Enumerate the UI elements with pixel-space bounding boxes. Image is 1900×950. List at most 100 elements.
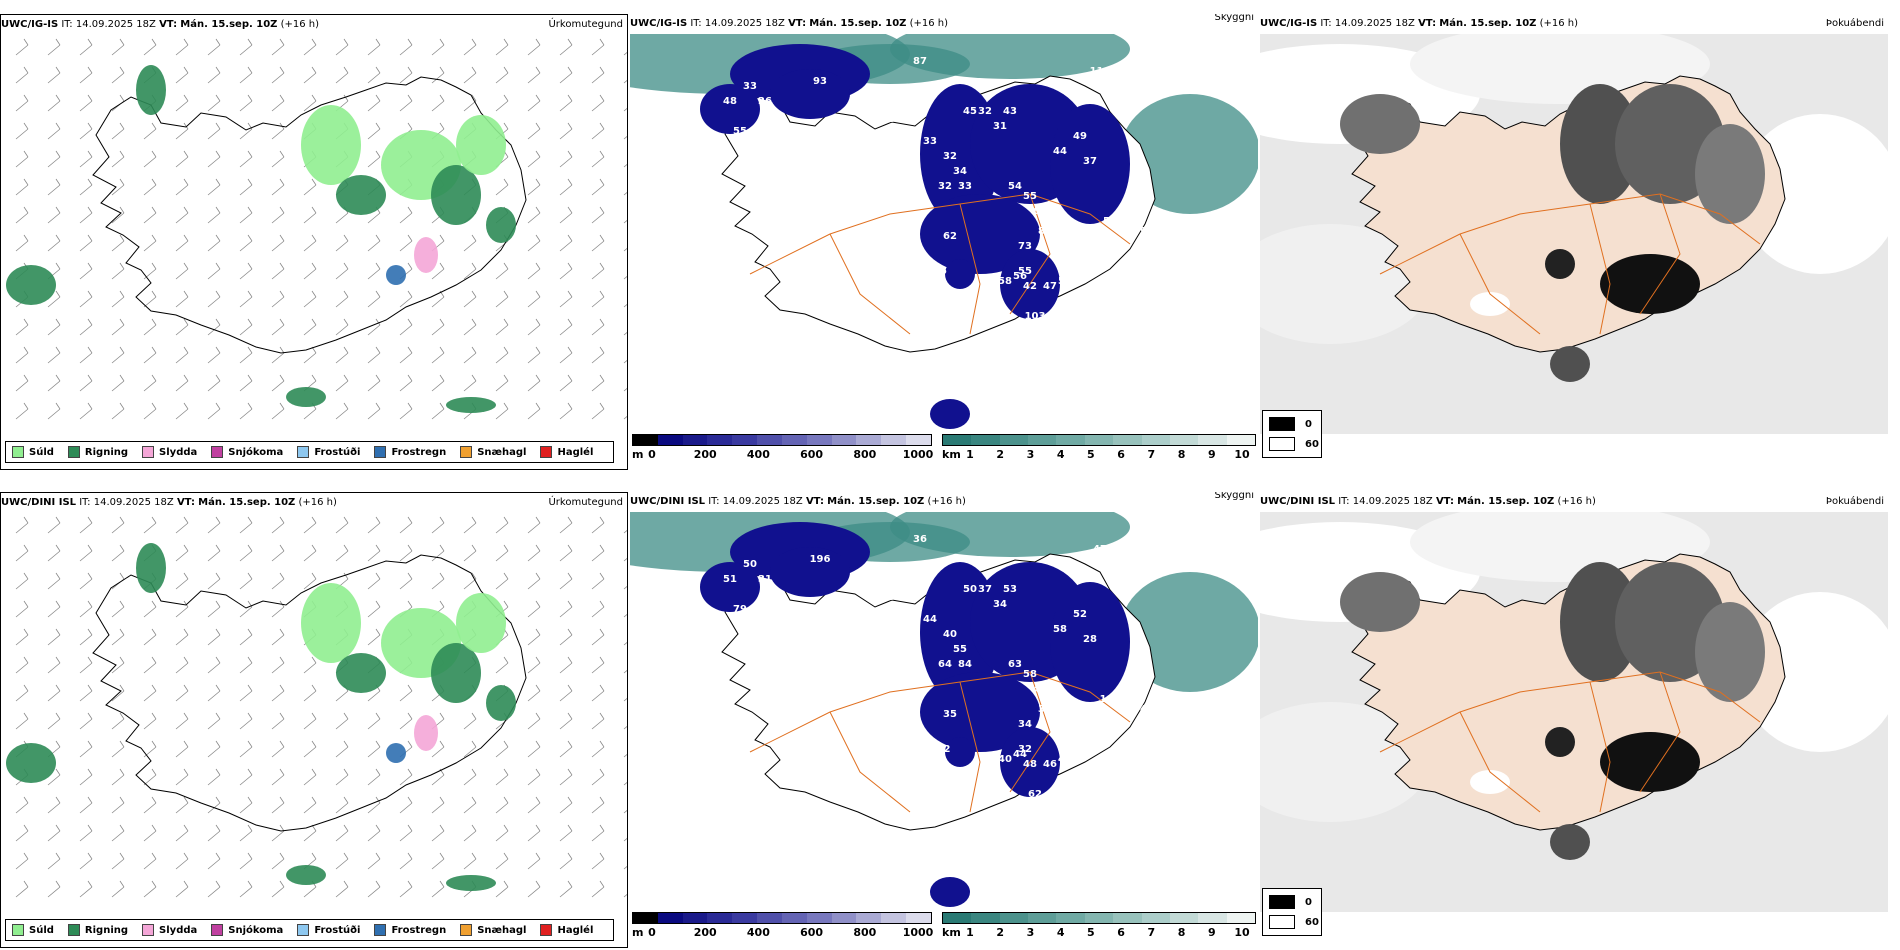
wind-barb	[15, 600, 29, 618]
wind-barb	[239, 880, 253, 898]
legend-item: Rigning	[67, 446, 128, 458]
wind-barb	[367, 402, 381, 420]
precip-areas	[6, 65, 516, 413]
fog-panel-row2: UWC/DINI ISL IT: 14.09.2025 18Z VT: Mán.…	[1260, 492, 1888, 948]
colorbar-tick: 400	[746, 448, 770, 461]
wind-barb	[47, 94, 61, 112]
precip-area	[136, 65, 166, 115]
precip-map	[6, 516, 627, 898]
wind-barb	[463, 38, 477, 56]
wind-barb	[463, 740, 477, 758]
ceiling-label: 47	[1093, 544, 1107, 555]
wind-barb	[527, 38, 541, 56]
precip-area	[446, 397, 496, 413]
wind-barb	[591, 572, 605, 590]
wind-barb	[175, 66, 189, 84]
wind-barb	[207, 206, 221, 224]
wind-barb	[431, 402, 445, 420]
fog-legend: 0 60	[1262, 888, 1322, 936]
legend-label: Snjókoma	[228, 924, 284, 936]
precip-type-panel-row1: UWC/IG-IS IT: 14.09.2025 18Z VT: Mán. 15…	[0, 14, 628, 470]
wind-barb	[239, 66, 253, 84]
ceiling-label: 81	[1038, 226, 1052, 237]
wind-barb	[15, 122, 29, 140]
ceiling-label: 64	[1033, 206, 1047, 217]
wind-barb	[591, 600, 605, 618]
wind-barb	[239, 38, 253, 56]
legend-swatch	[211, 924, 224, 936]
wind-barb	[15, 516, 29, 534]
wind-barb	[111, 768, 125, 786]
wind-barb	[623, 359, 627, 364]
wind-barb	[15, 656, 29, 674]
wind-barb	[463, 234, 477, 252]
ceiling-label: 31	[758, 574, 772, 585]
wind-barb	[239, 150, 253, 168]
wind-barb	[559, 824, 573, 842]
wind-barb	[207, 38, 221, 56]
precip-area	[486, 207, 516, 243]
wind-barb	[527, 66, 541, 84]
ceiling-label: 39	[1133, 226, 1147, 237]
wind-barb	[175, 94, 189, 112]
lead-time: (+16 h)	[280, 19, 320, 30]
ceiling-area	[700, 562, 760, 612]
legend-item: Snjókoma	[211, 924, 283, 936]
model-name: UWC/DINI ISL	[630, 496, 706, 507]
wind-barb	[15, 318, 29, 336]
wind-barb	[495, 290, 509, 308]
colorbar-tick: 800	[853, 926, 877, 939]
wind-barb	[335, 38, 349, 56]
legend-item: Frostregn	[374, 924, 446, 936]
legend-swatch	[540, 446, 553, 458]
wind-barb	[143, 290, 157, 308]
colorbar-tick: 4	[1056, 926, 1065, 939]
precip-area	[6, 265, 56, 305]
wind-barb	[367, 572, 381, 590]
wind-barb	[463, 318, 477, 336]
legend-item: Frostúði	[297, 446, 360, 458]
ceiling-label: 65	[933, 266, 947, 277]
fog-field	[1260, 34, 1888, 344]
ceiling-label: 40	[1058, 754, 1072, 765]
wind-barb	[431, 346, 445, 364]
legend-swatch	[297, 446, 310, 458]
wind-barb	[559, 290, 573, 308]
wind-barb	[623, 529, 627, 534]
ceiling-label: 70	[1053, 789, 1067, 800]
wind-barb	[335, 290, 349, 308]
wind-barb	[399, 824, 413, 842]
wind-barb	[79, 206, 93, 224]
wind-barb	[239, 374, 253, 392]
wind-barb	[239, 94, 253, 112]
ceiling-area	[1050, 582, 1130, 702]
wind-barb	[431, 544, 445, 562]
wind-barb	[527, 768, 541, 786]
precip-area	[446, 875, 496, 891]
fog-legend-black: 0	[1305, 896, 1312, 908]
wind-barb	[79, 768, 93, 786]
colorbar-tick: 10	[1234, 926, 1250, 939]
wind-barb	[143, 150, 157, 168]
lead-time: (+16 h)	[1557, 496, 1596, 507]
wind-barb	[367, 290, 381, 308]
wind-barb	[79, 656, 93, 674]
legend-item: Frostúði	[297, 924, 360, 936]
wind-barb	[463, 262, 477, 280]
wind-barb	[399, 234, 413, 252]
wind-barb	[271, 262, 285, 280]
ceiling-label: 34	[953, 166, 967, 177]
wind-barb	[175, 712, 189, 730]
wind-barb	[15, 234, 29, 252]
wind-barb	[303, 516, 317, 534]
wind-barb	[399, 402, 413, 420]
ceiling-label: 43	[1003, 106, 1017, 117]
wind-barb	[367, 824, 381, 842]
wind-barb	[495, 38, 509, 56]
wind-barb	[623, 641, 627, 646]
wind-barb	[15, 628, 29, 646]
wind-barb	[239, 206, 253, 224]
fog-area	[1550, 346, 1590, 382]
wind-barb	[175, 656, 189, 674]
wind-barb	[79, 712, 93, 730]
